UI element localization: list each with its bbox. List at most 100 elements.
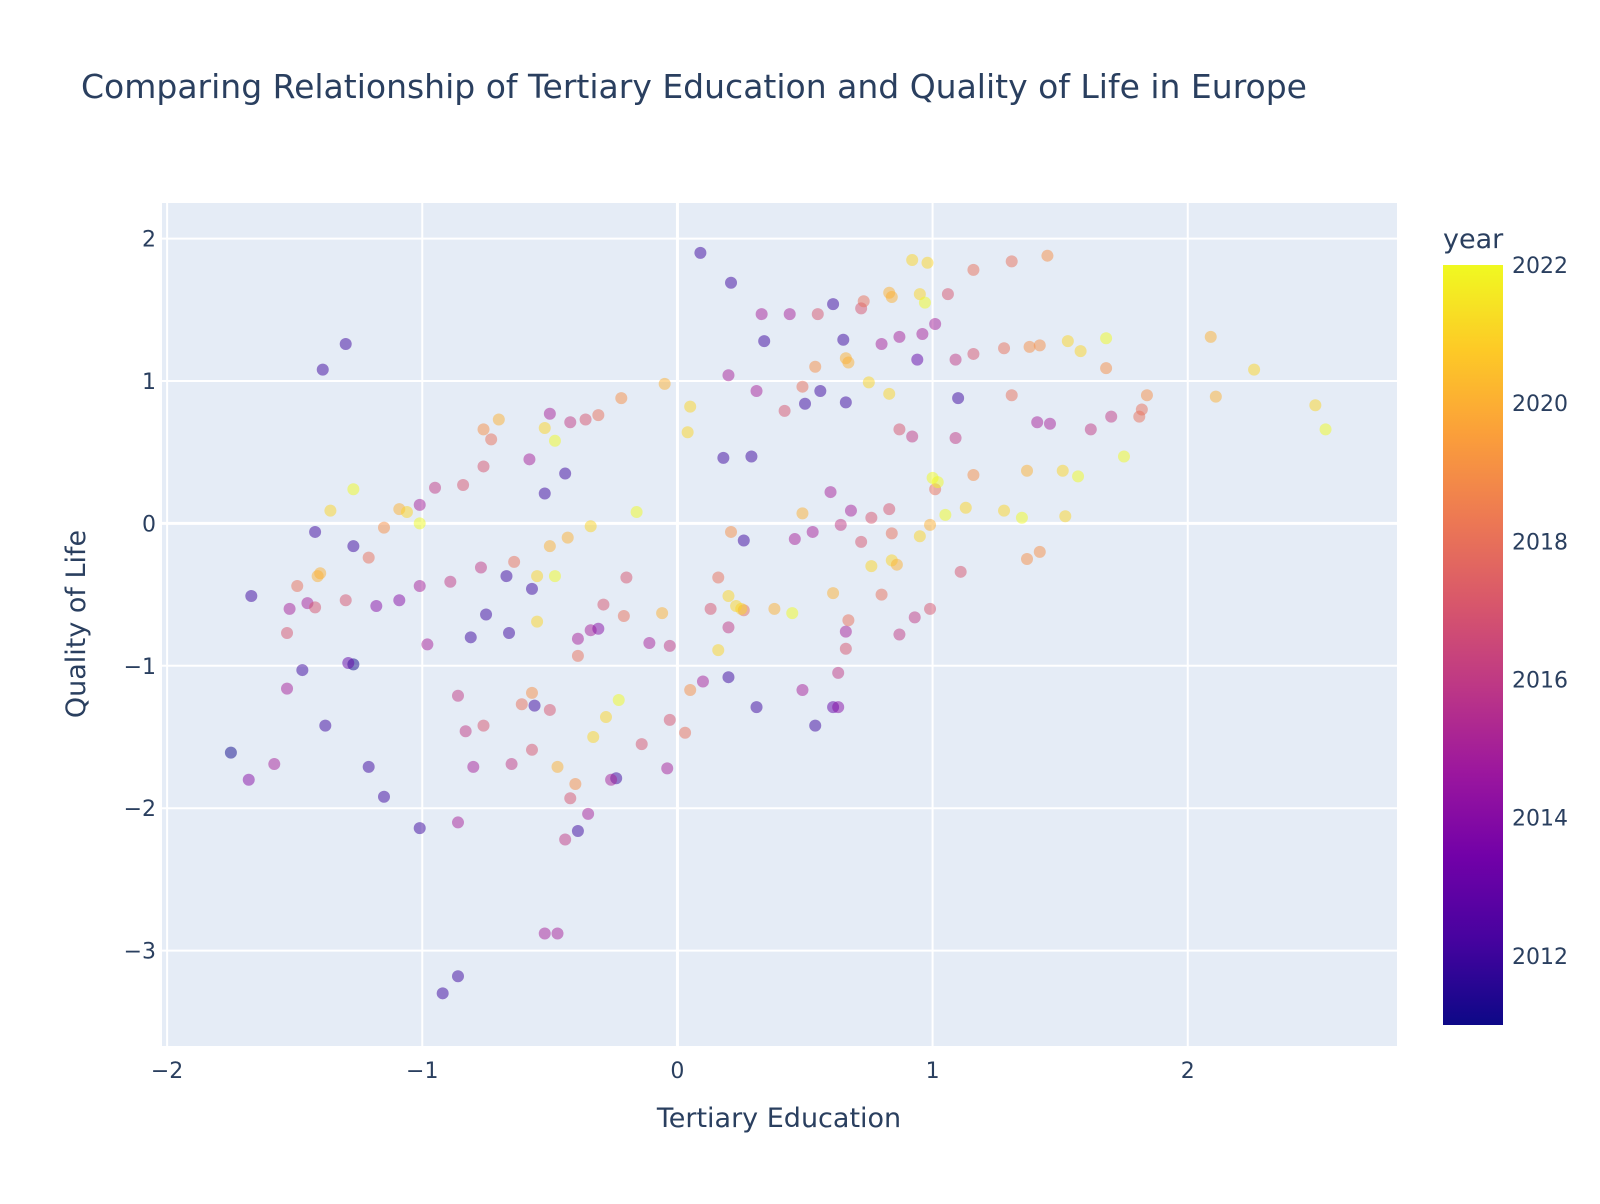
data-point[interactable] [543,407,556,420]
data-point[interactable] [1074,345,1087,358]
data-point[interactable] [916,328,929,341]
data-point[interactable] [890,558,903,571]
data-point[interactable] [492,413,505,426]
data-point[interactable] [559,467,572,480]
data-point[interactable] [531,615,544,628]
data-point[interactable] [694,246,707,259]
data-point[interactable] [324,504,337,517]
data-point[interactable] [842,356,855,369]
data-point[interactable] [827,587,840,600]
data-point[interactable] [954,565,967,578]
data-point[interactable] [370,599,383,612]
data-point[interactable] [786,607,799,620]
data-point[interactable] [605,773,618,786]
data-point[interactable] [592,622,605,635]
data-point[interactable] [319,719,332,732]
data-point[interactable] [704,602,717,615]
data-point[interactable] [451,816,464,829]
data-point[interactable] [684,684,697,697]
data-point[interactable] [883,387,896,400]
data-point[interactable] [796,380,809,393]
data-point[interactable] [1105,410,1118,423]
data-point[interactable] [457,478,470,491]
data-point[interactable] [844,504,857,517]
data-point[interactable] [309,601,322,614]
data-point[interactable] [885,290,898,303]
data-point[interactable] [612,693,625,706]
data-point[interactable] [931,476,944,489]
data-point[interactable] [1005,255,1018,268]
data-point[interactable] [735,602,748,615]
data-point[interactable] [827,298,840,311]
data-point[interactable] [429,481,442,494]
data-point[interactable] [1033,545,1046,558]
data-point[interactable] [1309,399,1322,412]
data-point[interactable] [538,487,551,500]
data-point[interactable] [959,501,972,514]
data-point[interactable] [722,671,735,684]
data-point[interactable] [921,256,934,269]
data-point[interactable] [832,666,845,679]
data-point[interactable] [806,525,819,538]
data-point[interactable] [712,644,725,657]
data-point[interactable] [1043,417,1056,430]
data-point[interactable] [523,453,536,466]
data-point[interactable] [347,483,360,496]
data-point[interactable] [1204,330,1217,343]
data-point[interactable] [1248,363,1261,376]
data-point[interactable] [451,970,464,983]
data-point[interactable] [480,608,493,621]
data-point[interactable] [477,423,490,436]
data-point[interactable] [316,363,329,376]
data-point[interactable] [1061,335,1074,348]
data-point[interactable] [564,416,577,429]
data-point[interactable] [643,637,656,650]
data-point[interactable] [1100,362,1113,375]
data-point[interactable] [436,987,449,1000]
data-point[interactable] [1319,423,1332,436]
data-point[interactable] [918,296,931,309]
data-point[interactable] [571,649,584,662]
data-point[interactable] [579,413,592,426]
data-point[interactable] [722,369,735,382]
data-point[interactable] [1117,450,1130,463]
data-point[interactable] [834,518,847,531]
data-point[interactable] [538,421,551,434]
data-point[interactable] [347,540,360,553]
data-point[interactable] [342,656,355,669]
data-point[interactable] [1059,510,1072,523]
data-point[interactable] [587,730,600,743]
data-point[interactable] [778,404,791,417]
data-point[interactable] [1041,249,1054,262]
data-point[interactable] [908,611,921,624]
data-point[interactable] [551,927,564,940]
data-point[interactable] [1084,423,1097,436]
data-point[interactable] [503,627,516,640]
data-point[interactable] [281,627,294,640]
data-point[interactable] [913,530,926,543]
data-point[interactable] [339,594,352,607]
plot-area[interactable] [162,203,1397,1046]
data-point[interactable] [599,711,612,724]
data-point[interactable] [681,426,694,439]
data-point[interactable] [839,625,852,638]
data-point[interactable] [531,570,544,583]
data-point[interactable] [571,824,584,837]
data-point[interactable] [1021,552,1034,565]
data-point[interactable] [1021,464,1034,477]
data-point[interactable] [906,253,919,266]
data-point[interactable] [362,760,375,773]
data-point[interactable] [548,434,561,447]
data-point[interactable] [242,773,255,786]
data-point[interactable] [737,534,750,547]
data-point[interactable] [1023,340,1036,353]
data-point[interactable] [485,433,498,446]
data-point[interactable] [571,632,584,645]
data-point[interactable] [949,353,962,366]
data-point[interactable] [717,451,730,464]
data-point[interactable] [283,602,296,615]
data-point[interactable] [998,504,1011,517]
data-point[interactable] [658,377,671,390]
data-point[interactable] [400,506,413,519]
data-point[interactable] [477,460,490,473]
